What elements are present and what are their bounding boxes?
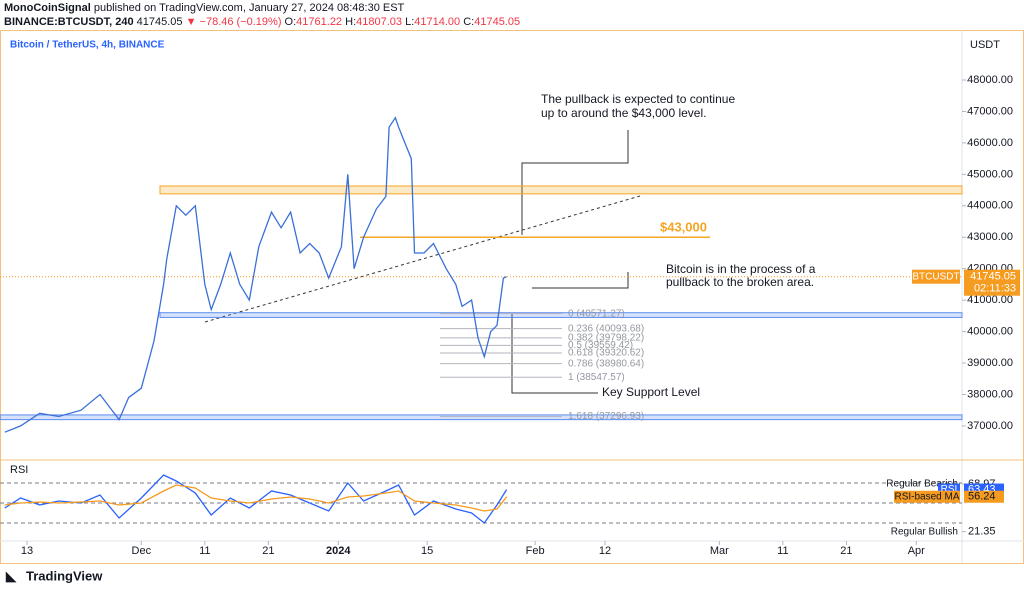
fib-label: 0.5 (39559.42)	[568, 340, 633, 351]
y-tick-label: 48000.00	[967, 74, 1013, 86]
logo-mark: ◣	[5, 568, 17, 583]
last-price-label: 41745.05	[970, 271, 1016, 283]
x-tick-label: Dec	[132, 545, 152, 557]
o-val: 41761.22	[296, 16, 342, 28]
x-tick-label: Mar	[710, 545, 729, 557]
y-tick-label: 45000.00	[967, 168, 1013, 180]
y-tick-label: 47000.00	[967, 105, 1013, 117]
series-name: RSI	[941, 484, 958, 495]
price-tag	[964, 269, 1020, 296]
chart-title: Bitcoin / TetherUS, 4h, BINANCE	[10, 40, 165, 51]
series-line	[4, 484, 508, 512]
callout-line	[532, 272, 629, 289]
x-tick-label: 21	[262, 545, 274, 557]
currency: USDT	[970, 39, 1000, 51]
fib-label: 0.786 (38980.64)	[568, 358, 644, 369]
h-val: 41807.03	[356, 16, 402, 28]
last: 41745.05	[137, 16, 183, 28]
annotation: up to around the $43,000 level.	[541, 106, 706, 120]
o-key: O:	[285, 16, 297, 28]
zone	[0, 414, 963, 421]
countdown: 02:11:33	[974, 283, 1016, 295]
symbol-tag	[912, 269, 960, 284]
x-tick-label: Apr	[908, 545, 925, 557]
series-last-value: 56.24	[968, 491, 996, 503]
series-name-tag	[894, 490, 960, 503]
fib-label: 1.618 (37296.93)	[568, 411, 644, 422]
y-tick-label: 40000.00	[967, 325, 1013, 337]
rsi-title: RSI	[10, 464, 28, 476]
value-tag	[964, 490, 1004, 503]
annotation: The pullback is expected to continue	[541, 92, 735, 106]
symbol-label: BTCUSDT	[912, 271, 959, 282]
c-key: C:	[463, 16, 474, 28]
annotation: Bitcoin is in the process of a	[666, 262, 816, 276]
change: ▼ −78.46 (−0.19%)	[186, 16, 282, 28]
y-tick-label: 44000.00	[967, 200, 1013, 212]
h-key: H:	[345, 16, 356, 28]
fib-label: 0.236 (40093.68)	[568, 323, 644, 334]
zone	[159, 185, 963, 195]
callout-line	[521, 130, 629, 235]
header-line2: BINANCE:BTCUSDT, 240 41745.05 ▼ −78.46 (…	[4, 16, 520, 28]
x-tick-label: 2024	[326, 545, 351, 557]
footer-logo: TradingView	[26, 568, 103, 583]
level-label: Regular Bearish	[886, 479, 958, 490]
x-tick-label: 15	[421, 545, 433, 557]
x-tick-label: Feb	[526, 545, 545, 557]
x-tick-label: 13	[21, 545, 33, 557]
y-tick-label: 41000.00	[967, 294, 1013, 306]
published: published on TradingView.com, January 27…	[94, 2, 405, 14]
callout-line	[511, 314, 598, 394]
l-val: 41714.00	[414, 16, 460, 28]
zone	[159, 312, 963, 318]
fib-label: 0 (40571.27)	[568, 308, 625, 319]
y-tick-label: 39000.00	[967, 357, 1013, 369]
x-tick-label: 12	[599, 545, 611, 557]
header-line1: MonoCoinSignal published on TradingView.…	[4, 2, 405, 14]
annotation: pullback to the broken area.	[666, 275, 814, 289]
c-val: 41745.05	[474, 16, 520, 28]
y-tick-label: 38000.00	[967, 388, 1013, 400]
fib-label: 1 (38547.57)	[568, 372, 625, 383]
series-name: RSI-based MA	[894, 491, 959, 502]
l-key: L:	[405, 16, 414, 28]
annotation: Key Support Level	[602, 385, 700, 399]
y-tick-label: 46000.00	[967, 137, 1013, 149]
level-label: Regular Bullish	[891, 526, 958, 537]
x-tick-label: 21	[840, 545, 852, 557]
fib-label: 0.382 (39798.22)	[568, 333, 644, 344]
x-tick-label: 11	[777, 545, 788, 557]
fib-label: 0.618 (39320.62)	[568, 348, 644, 359]
y-tick-label: 43000.00	[967, 231, 1013, 243]
symbol: BINANCE:BTCUSDT, 240	[4, 16, 134, 28]
level-value: 21.35	[968, 526, 996, 538]
y-tick-label: 37000.00	[967, 420, 1013, 432]
target-label: $43,000	[660, 220, 707, 235]
series-line	[4, 474, 508, 524]
x-tick-label: 11	[199, 545, 210, 557]
series-line	[4, 116, 507, 433]
publisher: MonoCoinSignal	[4, 2, 91, 14]
frame	[0, 30, 1024, 564]
